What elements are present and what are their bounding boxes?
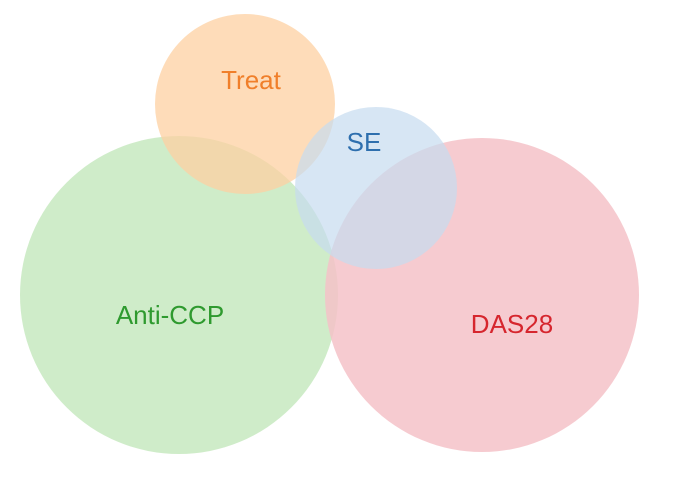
set-circle-anti-ccp: [20, 136, 338, 454]
set-label-anti-ccp: Anti-CCP: [116, 300, 224, 330]
set-label-das28: DAS28: [471, 309, 553, 339]
set-circle-treat: [155, 14, 335, 194]
set-circle-se: [295, 107, 457, 269]
set-label-se: SE: [347, 127, 382, 157]
set-label-treat: Treat: [221, 65, 281, 95]
